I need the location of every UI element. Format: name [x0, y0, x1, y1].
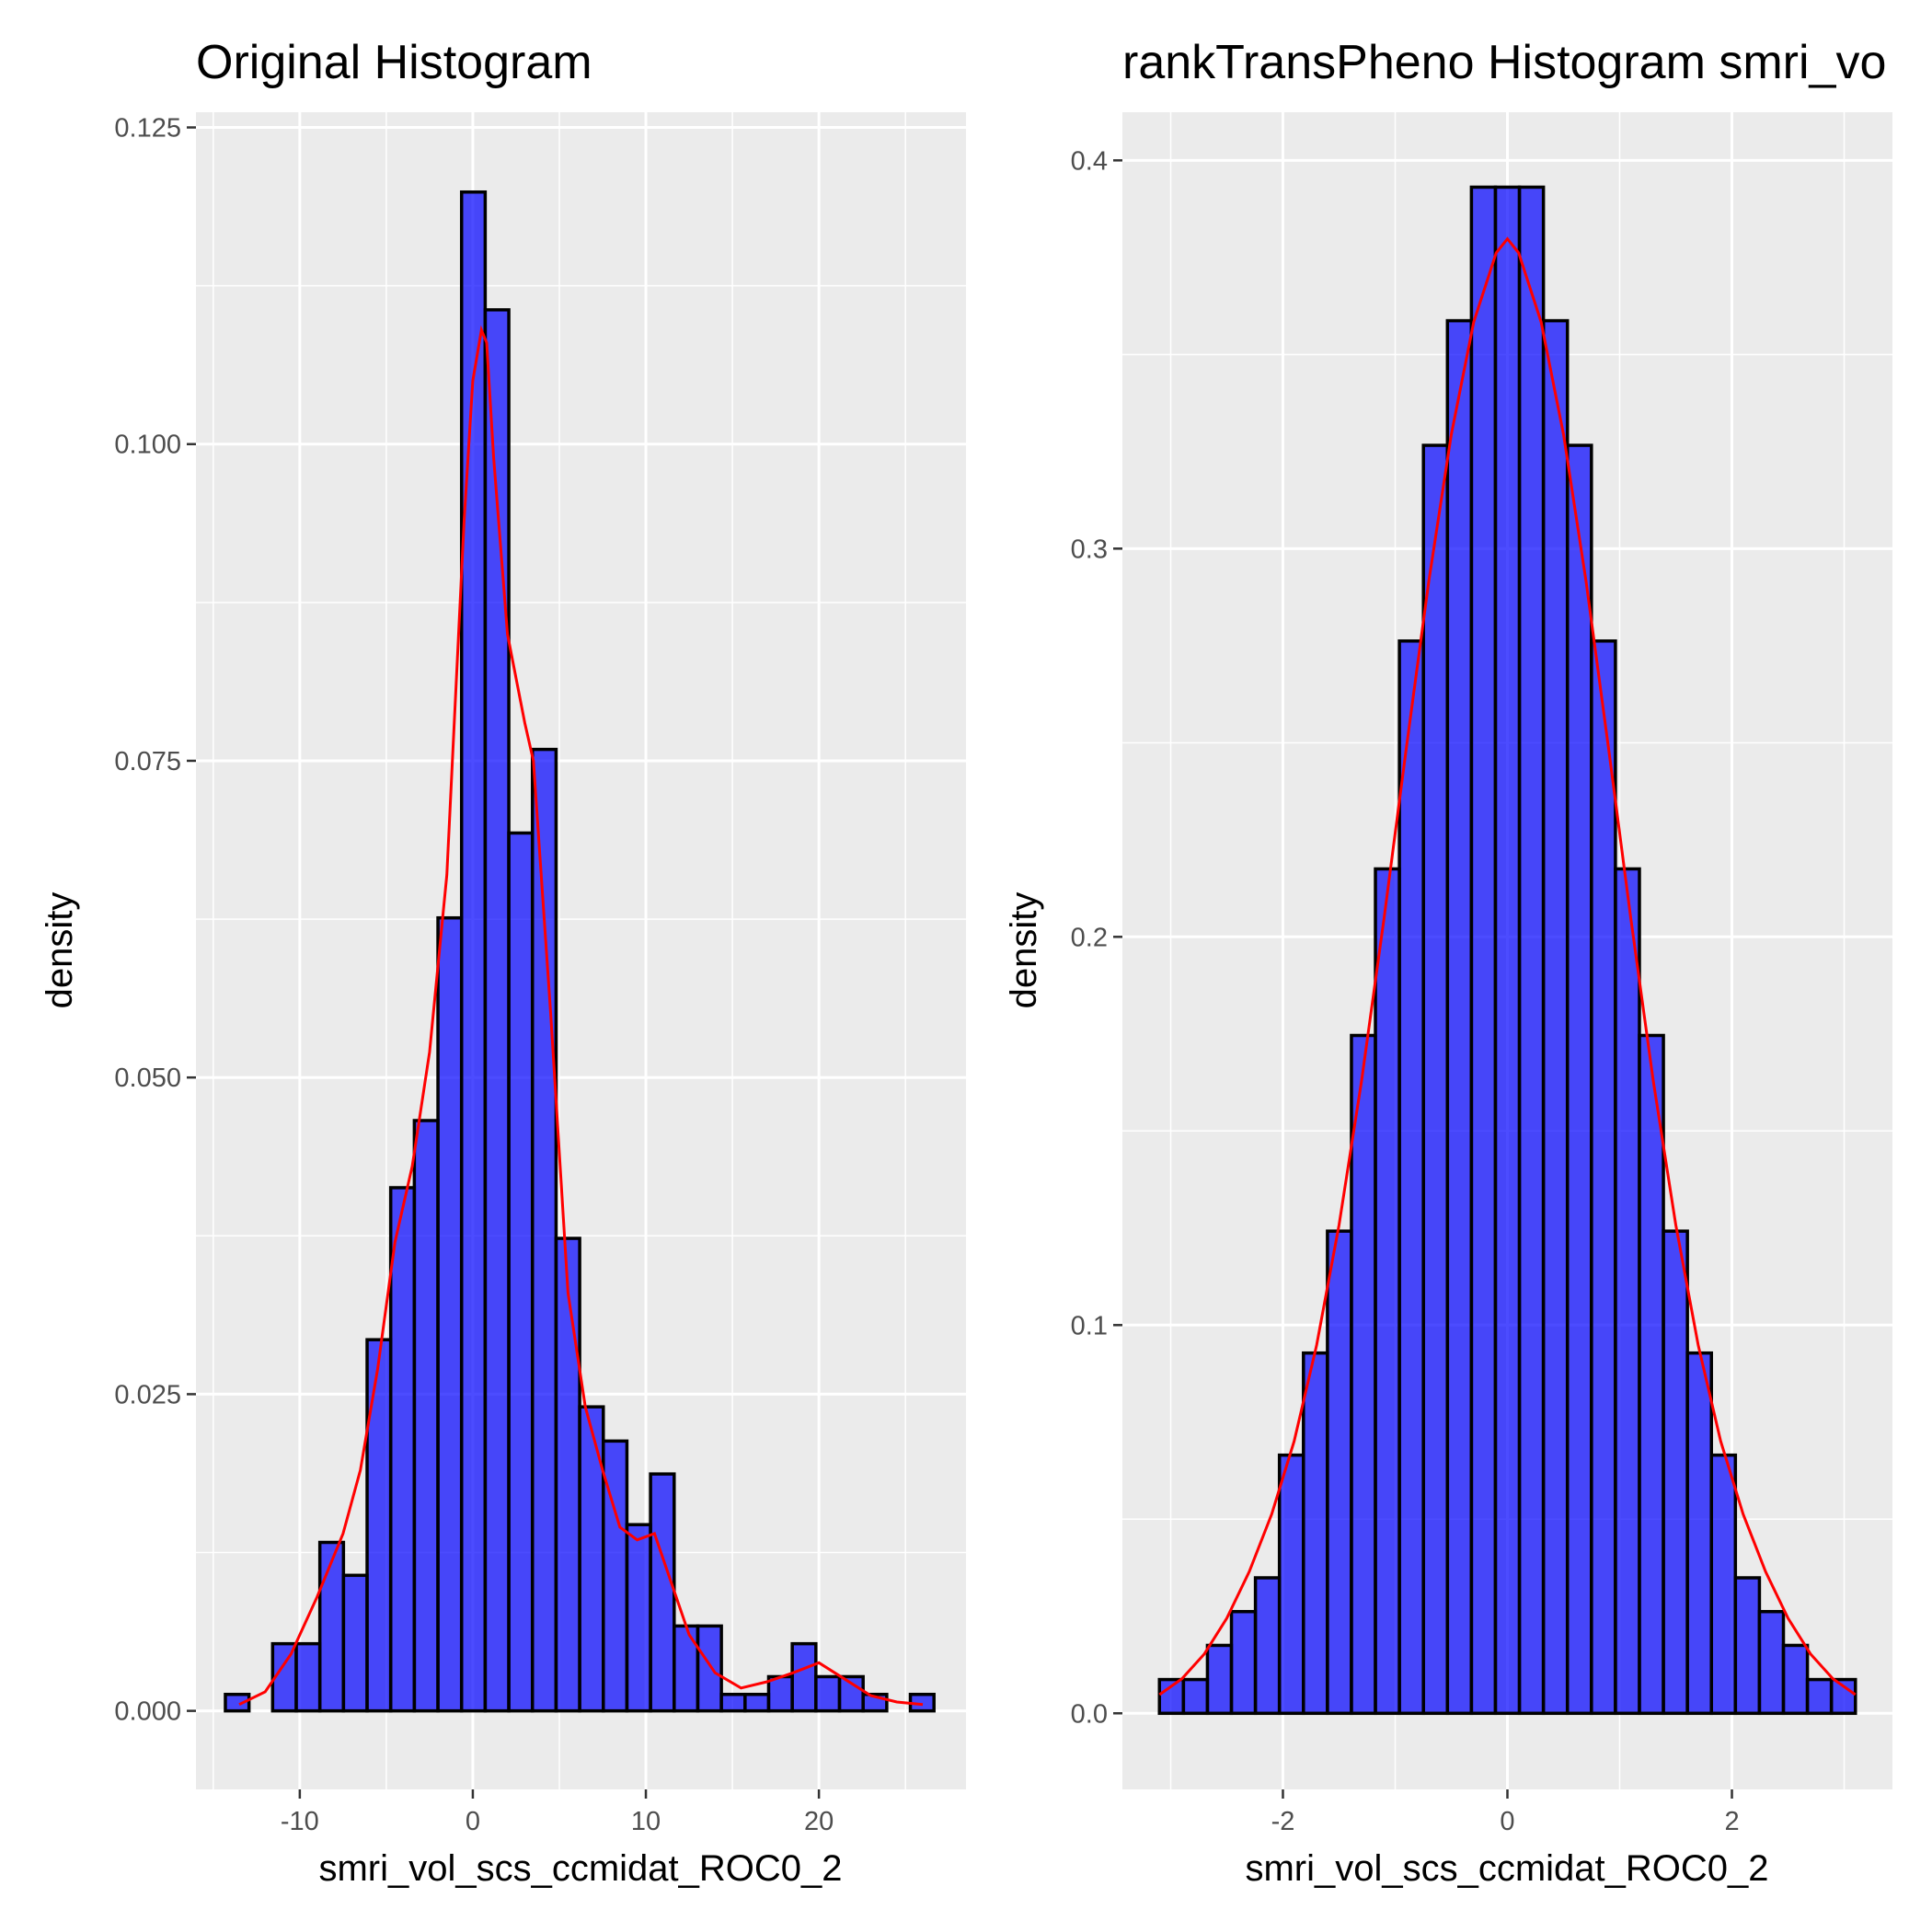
histogram-bar [459, 190, 488, 1713]
x-axis-title: smri_vol_scs_ccmidat_ROC0_2 [318, 1848, 842, 1889]
histogram-bar [483, 308, 511, 1713]
x-tick-label: -10 [281, 1807, 319, 1836]
histogram-bar [625, 1523, 652, 1713]
histogram-bar [1326, 1229, 1353, 1716]
histogram-bar [649, 1472, 676, 1713]
histogram-bar [1805, 1677, 1834, 1716]
histogram-bar [1757, 1609, 1786, 1716]
histogram-bar [696, 1624, 723, 1713]
y-tick-label: 0.050 [114, 1064, 181, 1093]
histogram-bar [743, 1692, 771, 1713]
histogram-bar [766, 1674, 794, 1713]
x-tick-label: -2 [1271, 1807, 1295, 1836]
histogram-bar [1493, 185, 1522, 1716]
axes: 0.000 0.025 0.050 0.075 0.100 0.125 -10 0 10 20 [114, 114, 834, 1836]
x-tick-label: 10 [631, 1807, 661, 1836]
histogram-bar [224, 1692, 251, 1713]
histogram-bar [814, 1674, 842, 1713]
density-curve-layer [238, 325, 924, 1707]
histogram-bar [317, 1540, 346, 1713]
histogram-bar [388, 1186, 417, 1713]
x-axis-title: smri_vol_scs_ccmidat_ROC0_2 [1245, 1848, 1768, 1889]
histogram-bar [294, 1641, 322, 1713]
histogram-bar [1829, 1677, 1857, 1716]
y-tick-label: 0.1 [1071, 1311, 1108, 1340]
histogram-bar [1397, 639, 1425, 1716]
histogram-bar [554, 1236, 581, 1713]
x-tick-label: 20 [804, 1807, 834, 1836]
density-curve [238, 325, 924, 1707]
histogram-bars [224, 190, 936, 1713]
histogram-bar [1253, 1576, 1282, 1716]
histogram-bar [719, 1692, 747, 1713]
histogram-bar [578, 1405, 605, 1713]
density-curve-layer [1158, 236, 1857, 1696]
histogram-bar [1565, 443, 1593, 1716]
histogram-bar [1229, 1609, 1258, 1716]
histogram-bar [1781, 1643, 1810, 1716]
y-axis-title: density [40, 892, 80, 1009]
y-tick-label: 0.0 [1071, 1699, 1108, 1729]
histogram-bars [1157, 185, 1857, 1716]
histogram-bar [1350, 1033, 1377, 1716]
histogram-bar [530, 747, 558, 1713]
histogram-bar [507, 831, 535, 1713]
y-tick-label: 0.4 [1071, 146, 1108, 176]
axes: 0.0 0.1 0.2 0.3 0.4 -2 0 2 [1071, 146, 1740, 1836]
histogram-bar [1517, 185, 1546, 1716]
histogram-bar [1590, 639, 1617, 1716]
histogram-bar [1614, 867, 1641, 1716]
histogram-bar [1733, 1576, 1762, 1716]
y-tick-label: 0.075 [114, 747, 181, 776]
chart-title: Original Histogram [196, 36, 592, 89]
histogram-bar [1685, 1351, 1713, 1716]
x-tick-label: 0 [1500, 1807, 1514, 1836]
histogram-bar [1662, 1229, 1689, 1716]
histogram-bar [1205, 1643, 1234, 1716]
histogram-bar [1181, 1677, 1210, 1716]
chart-title: rankTransPheno Histogram smri_vo [1122, 36, 1886, 89]
histogram-bar [1469, 185, 1498, 1716]
histogram-bar [1277, 1453, 1305, 1716]
histogram-bar [1302, 1351, 1329, 1716]
y-tick-label: 0.125 [114, 114, 181, 144]
y-tick-label: 0.025 [114, 1380, 181, 1409]
histogram-bar [1541, 318, 1570, 1716]
y-tick-label: 0.3 [1071, 535, 1108, 564]
density-curve [1158, 236, 1857, 1696]
original-histogram-panel: 0.000 0.025 0.050 0.075 0.100 0.125 -10 0 10 20 O… [40, 36, 966, 1889]
histogram-bar [365, 1338, 393, 1713]
histogram-bar [436, 915, 464, 1713]
histogram-bar [1374, 867, 1401, 1716]
histogram-bar [673, 1624, 700, 1713]
histogram-bar [1445, 318, 1474, 1716]
y-tick-label: 0.000 [114, 1697, 181, 1727]
y-tick-label: 0.2 [1071, 923, 1108, 952]
histogram-bar [1709, 1453, 1738, 1716]
y-axis-title: density [1004, 892, 1044, 1009]
histogram-bar [790, 1641, 818, 1713]
y-tick-label: 0.100 [114, 431, 181, 460]
histogram-bar [1638, 1033, 1665, 1716]
ranktranspheno-histogram-panel: 0.0 0.1 0.2 0.3 0.4 -2 0 2 rankTransPheno Histo… [1004, 36, 1892, 1889]
histogram-bar [1421, 443, 1450, 1716]
x-tick-label: 0 [466, 1807, 480, 1836]
histogram-bar [412, 1119, 440, 1713]
histogram-bar [341, 1573, 369, 1713]
x-tick-label: 2 [1724, 1807, 1739, 1836]
